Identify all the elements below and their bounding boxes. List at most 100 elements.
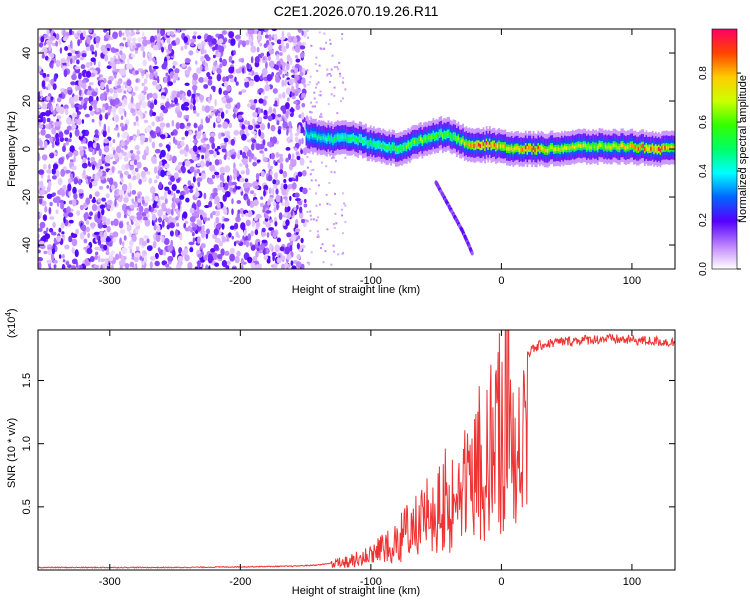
heatmap-cell — [43, 250, 48, 255]
heatmap-cell — [665, 145, 668, 150]
heatmap-cell — [466, 143, 469, 147]
heatmap-cell — [172, 94, 176, 99]
heatmap-cell — [89, 211, 93, 216]
heatmap-cell — [317, 234, 320, 237]
heatmap-cell — [121, 247, 128, 254]
heatmap-cell — [76, 85, 81, 91]
heatmap-cell — [589, 145, 591, 150]
heatmap-cell — [503, 144, 505, 149]
heatmap-cell — [175, 37, 181, 45]
heatmap-cell — [315, 83, 318, 86]
heatmap-cell — [89, 67, 96, 71]
y-tick-label: -20 — [21, 189, 33, 205]
heatmap-cell — [225, 265, 230, 269]
heatmap-cell — [223, 208, 228, 215]
heatmap-cell — [224, 250, 230, 256]
heatmap-cell — [301, 42, 306, 46]
heatmap-cell — [189, 149, 193, 155]
heatmap-cell — [170, 131, 175, 136]
heatmap-cell — [172, 90, 178, 95]
heatmap-cell — [212, 191, 218, 197]
heatmap-cell — [477, 142, 480, 147]
heatmap-cell — [426, 137, 428, 142]
heatmap-cell — [349, 136, 352, 141]
heatmap-cell — [93, 264, 100, 269]
heatmap-cell — [51, 248, 56, 255]
heatmap-cell — [309, 75, 312, 78]
heatmap-cell — [55, 33, 60, 41]
heatmap-cell — [47, 174, 50, 180]
heatmap-cell — [249, 242, 253, 247]
heatmap-cell — [211, 174, 216, 179]
heatmap-cell — [117, 88, 123, 94]
heatmap-cell — [645, 145, 648, 150]
heatmap-cell — [586, 145, 588, 150]
heatmap-cell — [325, 193, 328, 196]
heatmap-cell — [48, 207, 52, 215]
heatmap-cell — [274, 172, 278, 180]
heatmap-cell — [341, 37, 343, 40]
heatmap-cell — [208, 201, 213, 208]
heatmap-cell — [174, 68, 180, 74]
heatmap-cell — [268, 42, 272, 50]
heatmap-cell — [256, 46, 260, 53]
heatmap-cell — [300, 149, 303, 155]
heatmap-cell — [275, 152, 279, 157]
heatmap-cell — [368, 142, 370, 146]
heatmap-cell — [66, 153, 69, 160]
heatmap-cell — [310, 111, 313, 114]
heatmap-cell — [134, 252, 141, 258]
heatmap-cell — [123, 97, 127, 105]
heatmap-cell — [286, 73, 289, 77]
heatmap-cell — [344, 88, 347, 91]
heatmap-cell — [291, 182, 297, 190]
heatmap-cell — [110, 47, 116, 53]
heatmap-cell — [189, 188, 194, 194]
heatmap-cell — [307, 36, 309, 39]
heatmap-cell — [637, 146, 640, 151]
heatmap-cell — [143, 216, 148, 221]
heatmap-cell — [230, 38, 236, 46]
heatmap-cell — [279, 52, 283, 56]
heatmap-cell — [448, 131, 450, 136]
heatmap-cell — [343, 202, 346, 205]
heatmap-cell — [493, 142, 496, 147]
heatmap-cell — [288, 127, 293, 133]
heatmap-cell — [263, 189, 266, 197]
heatmap-cell — [213, 151, 217, 158]
heatmap-cell — [333, 171, 336, 174]
heatmap-cell — [325, 41, 327, 44]
heatmap-cell — [41, 53, 45, 59]
heatmap-cell — [67, 183, 72, 192]
heatmap-cell — [273, 160, 276, 165]
heatmap-cell — [132, 175, 137, 180]
heatmap-cell — [246, 103, 252, 108]
heatmap-cell — [49, 35, 56, 41]
heatmap-cell — [240, 222, 246, 231]
heatmap-cell — [55, 59, 61, 68]
heatmap-cell — [267, 174, 273, 182]
heatmap-cell — [451, 135, 454, 140]
heatmap-cell — [78, 89, 82, 96]
heatmap-cell — [140, 170, 146, 178]
heatmap-cell — [155, 234, 161, 242]
heatmap-cell — [74, 249, 79, 258]
heatmap-cell — [120, 194, 123, 200]
heatmap-cell — [53, 237, 57, 244]
heatmap-cell — [102, 129, 107, 138]
heatmap-cell — [290, 260, 294, 266]
heatmap-cell — [52, 221, 56, 228]
heatmap-cell — [257, 116, 263, 123]
heatmap-cell — [144, 167, 149, 172]
heatmap-cell — [146, 171, 151, 175]
heatmap-cell — [193, 31, 198, 36]
heatmap-cell — [326, 202, 329, 205]
heatmap-cell — [254, 185, 259, 190]
heatmap-cell — [148, 92, 153, 99]
heatmap-cell — [266, 232, 270, 238]
heatmap-cell — [471, 143, 474, 147]
heatmap-cell — [371, 142, 374, 147]
heatmap-cell — [153, 99, 158, 106]
heatmap-cell — [301, 102, 306, 108]
heatmap-cell — [138, 178, 142, 185]
